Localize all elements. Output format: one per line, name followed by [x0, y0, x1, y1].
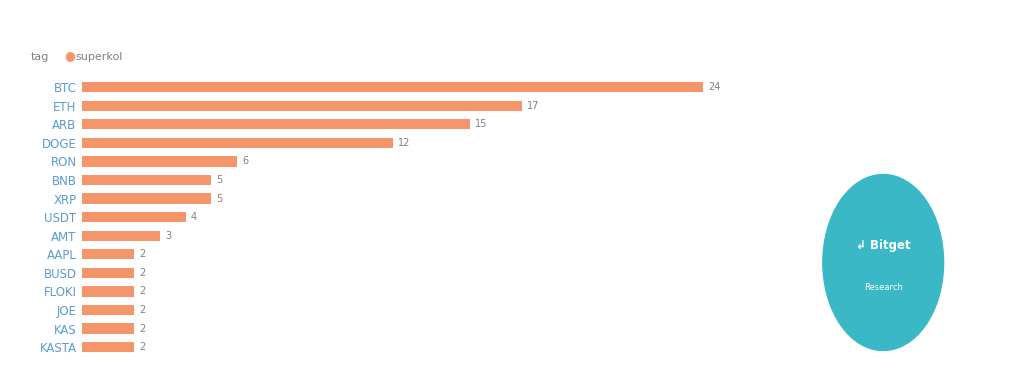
Text: 2: 2	[139, 342, 145, 352]
Text: 4: 4	[191, 212, 197, 222]
Bar	[82, 268, 134, 278]
Bar	[82, 101, 522, 111]
Text: ●: ●	[65, 49, 76, 62]
Text: Date:2022-04-13 Twitter Token Mentioned Frequency by KOLs: Date:2022-04-13 Twitter Token Mentioned …	[278, 13, 749, 29]
Bar	[82, 138, 392, 148]
Bar	[82, 175, 212, 185]
Bar	[82, 156, 237, 166]
Text: 15: 15	[476, 119, 488, 129]
Bar	[82, 323, 134, 334]
Circle shape	[823, 174, 944, 351]
Text: Research: Research	[864, 283, 903, 292]
Text: 5: 5	[217, 194, 223, 203]
Text: 24: 24	[708, 82, 721, 92]
Text: 5: 5	[217, 175, 223, 185]
Text: superkol: superkol	[75, 52, 122, 62]
Bar	[82, 119, 470, 130]
Text: 6: 6	[242, 157, 249, 166]
Bar	[82, 287, 134, 296]
Bar	[82, 231, 160, 241]
Text: ↲ Bitget: ↲ Bitget	[855, 239, 911, 252]
Bar	[82, 249, 134, 259]
Text: 2: 2	[139, 305, 145, 315]
Text: 12: 12	[397, 138, 410, 148]
Bar	[82, 194, 212, 204]
Text: 3: 3	[165, 231, 172, 241]
Text: tag: tag	[31, 52, 49, 62]
Text: 2: 2	[139, 323, 145, 334]
Bar	[82, 212, 186, 222]
Text: 2: 2	[139, 249, 145, 259]
Bar	[82, 342, 134, 352]
Bar	[82, 82, 702, 92]
Bar	[82, 305, 134, 315]
Text: 2: 2	[139, 268, 145, 278]
Text: 17: 17	[527, 101, 539, 111]
Text: 2: 2	[139, 287, 145, 296]
